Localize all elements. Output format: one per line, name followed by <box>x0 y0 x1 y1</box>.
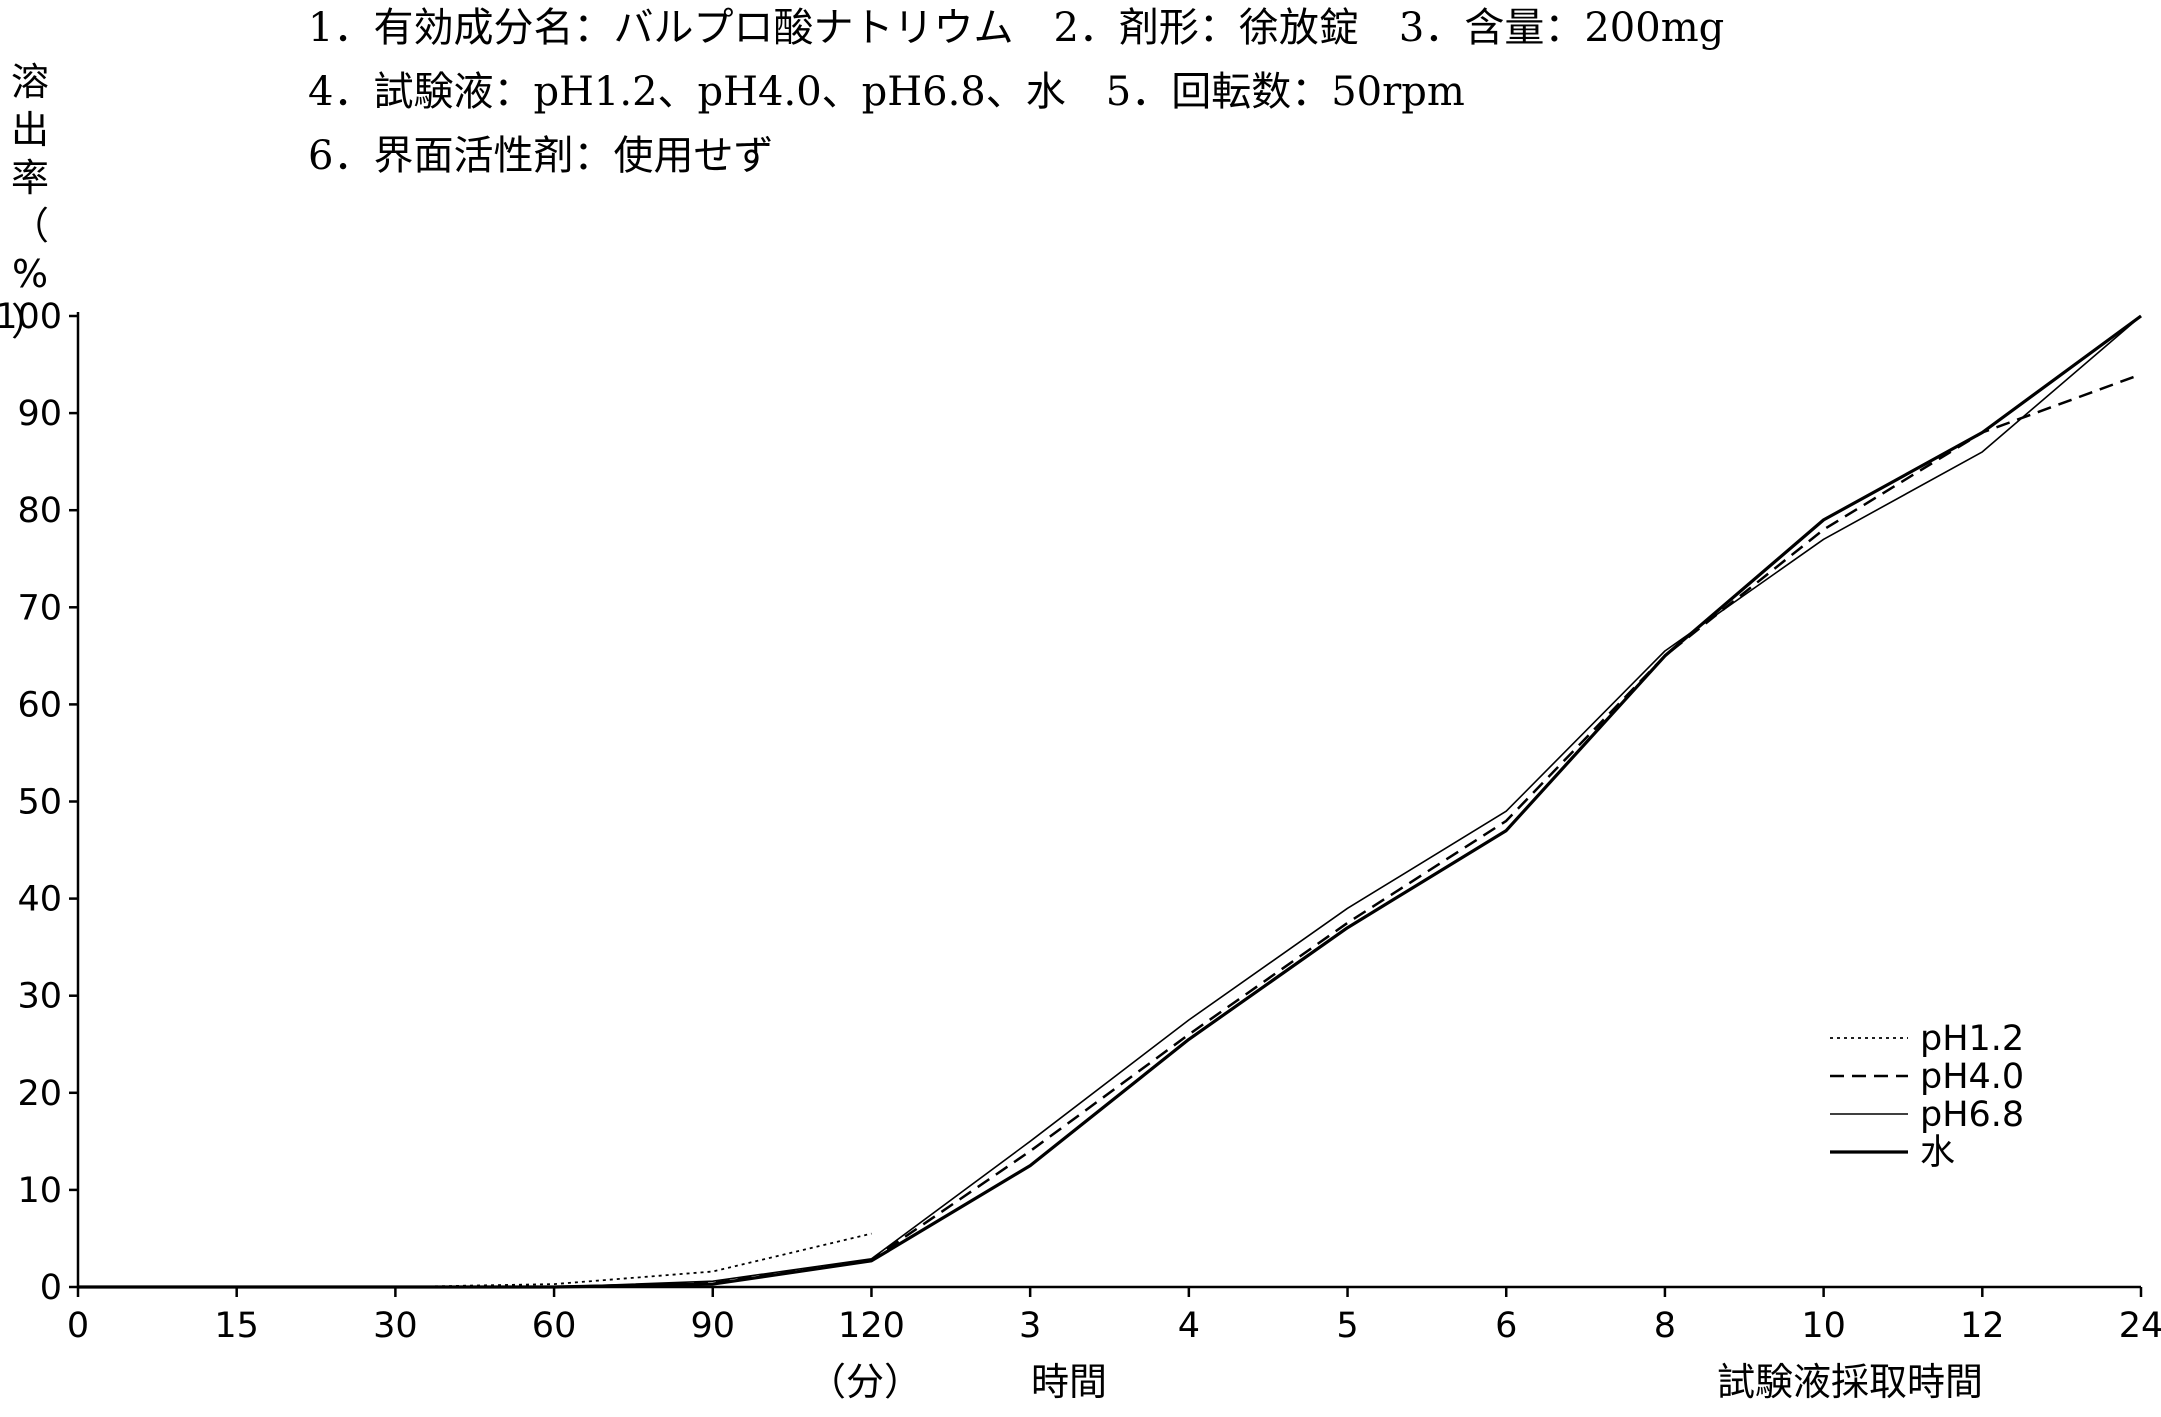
x-tick-label: 6 <box>1495 1306 1517 1346</box>
x-tick-label: 12 <box>1960 1306 2005 1346</box>
axes: 0 10 20 30 40 50 60 70 80 90 100 0 15 30 60 90 120 3 4 5 6 8 1… <box>0 297 2161 1346</box>
chart-info-line-1: 1．有効成分名：バルプロ酸ナトリウム 2．剤形：徐放錠 3．含量：200mg <box>308 5 1725 51</box>
y-tick-label: 60 <box>17 685 62 725</box>
x-tick-label: 60 <box>532 1306 577 1346</box>
legend-label-水: 水 <box>1920 1133 1955 1173</box>
x-axis-sampling-label: 試験液採取時間 <box>1717 1360 1983 1404</box>
series-line-pH4.0 <box>78 373 2142 1289</box>
y-axis-label-char: ） <box>10 300 49 344</box>
x-tick-label: 30 <box>373 1306 418 1346</box>
x-axis-hours-label: 時間 <box>1031 1360 1107 1404</box>
x-tick-label: 15 <box>214 1306 259 1346</box>
y-tick-label: 90 <box>17 394 62 434</box>
y-tick-label: 30 <box>17 977 62 1017</box>
y-axis-label-char: % <box>11 252 49 296</box>
y-axis-label: 溶 出 率 （ % ） <box>6 58 54 346</box>
series-line-pH6.8 <box>78 315 2142 1288</box>
chart-info-line-2: 4．試験液：pH1.2、pH4.0、pH6.8、水 5．回転数：50rpm <box>308 69 1465 115</box>
legend-label-pH4.0: pH4.0 <box>1920 1057 2024 1097</box>
x-tick-label: 10 <box>1801 1306 1846 1346</box>
y-axis-label-char: （ <box>10 204 49 248</box>
x-axis-minutes-label: （分） <box>808 1360 922 1404</box>
x-tick-label: 8 <box>1654 1306 1676 1346</box>
y-tick-label: 80 <box>17 491 62 531</box>
x-tick-label: 4 <box>1178 1306 1200 1346</box>
x-tick-label: 24 <box>2119 1306 2161 1346</box>
y-axis-label-char: 出 <box>10 108 49 152</box>
y-axis-label-char: 溶 <box>10 60 49 104</box>
legend-label-pH6.8: pH6.8 <box>1920 1095 2024 1135</box>
x-tick-label: 0 <box>67 1306 89 1346</box>
x-tick-label: 120 <box>838 1306 905 1346</box>
y-tick-label: 70 <box>17 588 62 628</box>
y-axis-label-char: 率 <box>10 156 49 200</box>
y-tick-label: 100 <box>0 297 62 337</box>
y-tick-label: 50 <box>17 783 62 823</box>
y-tick-label: 0 <box>40 1268 62 1308</box>
x-tick-label: 5 <box>1336 1306 1358 1346</box>
legend-label-pH1.2: pH1.2 <box>1920 1019 2024 1059</box>
y-tick-label: 10 <box>17 1171 62 1211</box>
x-tick-label: 90 <box>690 1306 735 1346</box>
series-layer <box>78 314 2142 1289</box>
chart-info-line-3: 6．界面活性剤：使用せず <box>308 133 774 179</box>
x-tick-label: 3 <box>1019 1306 1041 1346</box>
y-tick-label: 20 <box>17 1074 62 1114</box>
series-line-水 <box>78 314 2142 1289</box>
y-tick-label: 40 <box>17 880 62 920</box>
